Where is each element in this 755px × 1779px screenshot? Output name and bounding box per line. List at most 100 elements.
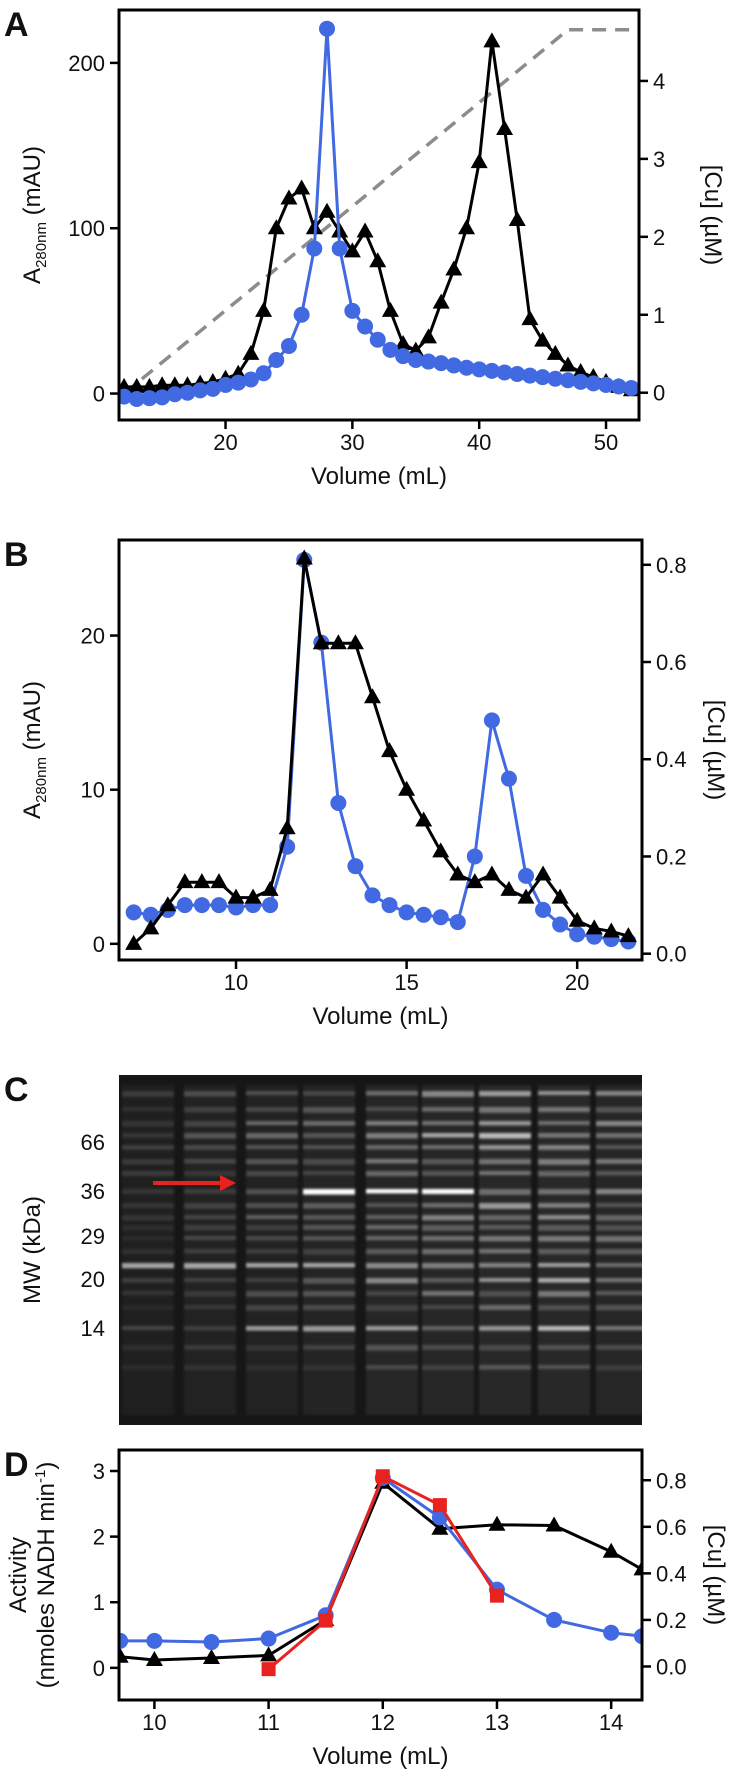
y-tick-label: 3	[93, 1459, 105, 1484]
marker-triangle	[210, 873, 228, 889]
marker-triangle	[202, 1649, 220, 1665]
x-tick-label: 30	[340, 430, 364, 455]
marker-triangle	[329, 634, 347, 650]
marker-circle	[547, 370, 564, 387]
marker-circle	[193, 897, 210, 914]
series-line	[120, 1476, 642, 1644]
marker-circle	[347, 858, 364, 875]
x-tick-label: 11	[257, 1710, 280, 1735]
marker-circle	[395, 348, 412, 365]
gel-lane-smear	[122, 1085, 174, 1415]
marker-circle	[509, 366, 526, 383]
marker-triangle	[244, 888, 262, 904]
marker-triangle	[140, 377, 158, 393]
marker-triangle	[280, 189, 298, 205]
y-label-end: )	[33, 1462, 60, 1470]
marker-circle	[146, 1632, 163, 1649]
marker-circle	[128, 390, 145, 407]
marker-triangle	[153, 376, 171, 392]
marker-triangle	[534, 865, 552, 881]
marker-circle	[331, 240, 348, 257]
mw-label: 29	[81, 1224, 105, 1249]
y2-tick-label: 0.4	[656, 1561, 687, 1586]
marker-triangle	[394, 334, 412, 350]
marker-circle	[420, 353, 437, 370]
x-tick-label: 10	[142, 1710, 166, 1735]
marker-circle	[369, 331, 386, 348]
marker-triangle	[318, 202, 336, 218]
marker-triangle	[568, 911, 586, 927]
marker-triangle	[312, 634, 330, 650]
marker-triangle	[193, 873, 211, 889]
marker-circle	[217, 376, 234, 393]
marker-triangle	[483, 32, 501, 48]
marker-circle	[585, 375, 602, 392]
marker-circle	[521, 367, 538, 384]
y-axis-label-unit: (nmoles NADH min-1)	[32, 1462, 60, 1689]
axes-frame	[117, 538, 644, 962]
gel-lane-smear	[422, 1085, 474, 1415]
y-label-text: A	[19, 803, 46, 819]
marker-triangle	[521, 310, 539, 326]
y-tick-label: 200	[68, 51, 105, 76]
marker-triangle	[128, 377, 146, 393]
marker-circle	[610, 378, 627, 395]
mw-label: 36	[81, 1179, 105, 1204]
marker-triangle	[369, 252, 387, 268]
panel-label: C	[4, 1071, 29, 1109]
x-tick-label: 40	[467, 430, 491, 455]
marker-triangle	[551, 888, 569, 904]
marker-circle	[330, 794, 347, 811]
marker-circle	[125, 904, 142, 921]
x-axis-label: Volume (mL)	[312, 1743, 448, 1770]
marker-circle	[142, 906, 159, 923]
marker-circle	[210, 897, 227, 914]
marker-triangle	[431, 1519, 449, 1535]
mw-label: 14	[81, 1316, 105, 1341]
marker-circle	[306, 240, 323, 257]
x-tick-label: 15	[394, 970, 418, 995]
arrow-head	[220, 1175, 236, 1191]
marker-triangle	[602, 922, 620, 938]
gel-lane-smear	[303, 1085, 355, 1415]
marker-triangle	[242, 344, 260, 360]
panel-label: A	[4, 6, 29, 44]
y2-tick-label: 4	[653, 69, 665, 94]
y-label-sub: 280nm	[33, 757, 50, 803]
marker-circle	[415, 906, 432, 923]
marker-triangle	[119, 1647, 129, 1663]
marker-circle	[319, 20, 335, 37]
marker-triangle	[227, 888, 245, 904]
marker-circle	[357, 318, 374, 335]
gel-lane-smear	[596, 1085, 648, 1415]
marker-triangle	[267, 219, 285, 235]
marker-triangle	[176, 873, 194, 889]
x-tick-label: 50	[594, 430, 618, 455]
y2-tick-label: 2	[653, 225, 665, 250]
marker-circle	[398, 904, 415, 921]
marker-circle	[449, 914, 466, 931]
mw-label: 20	[81, 1267, 105, 1292]
marker-triangle	[559, 356, 577, 372]
x-tick-label: 14	[599, 1710, 623, 1735]
y2-tick-label: 0.0	[656, 942, 687, 967]
marker-circle	[552, 916, 569, 933]
marker-circle	[154, 389, 171, 406]
series-line	[267, 1474, 499, 1671]
marker-circle	[518, 867, 535, 884]
marker-circle	[569, 926, 586, 943]
marker-circle	[242, 371, 259, 388]
y2-tick-label: 0.6	[656, 1515, 687, 1540]
marker-triangle	[363, 688, 381, 704]
plot-area	[125, 549, 637, 950]
marker-circle	[176, 897, 193, 914]
marker-triangle	[159, 896, 177, 912]
series-line	[119, 1481, 642, 1662]
panel-label: B	[4, 536, 29, 574]
marker-triangle	[381, 301, 399, 317]
marker-circle	[268, 351, 285, 368]
gel-lane-smear	[184, 1085, 236, 1415]
marker-circle	[381, 897, 398, 914]
marker-circle	[623, 380, 639, 397]
